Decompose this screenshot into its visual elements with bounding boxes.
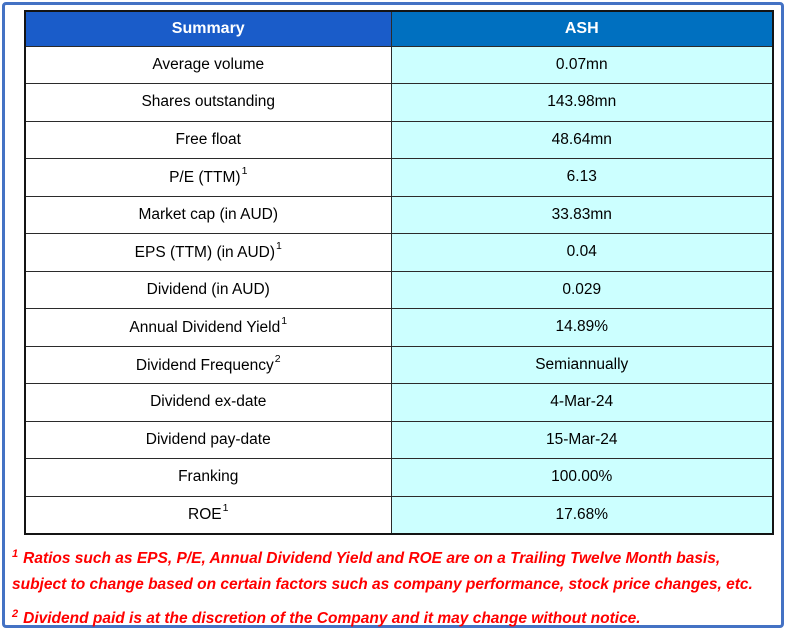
footnote-1-text: Ratios such as EPS, P/E, Annual Dividend… <box>12 550 753 593</box>
ticker-column-header: ASH <box>390 10 774 47</box>
metric-label-cell: P/E (TTM)1 <box>24 158 392 197</box>
footnote-1-marker: 1 <box>12 548 19 560</box>
metric-label-cell: Market cap (in AUD) <box>24 195 392 234</box>
metric-label-cell: Annual Dividend Yield1 <box>24 308 392 347</box>
metric-value-cell: 15-Mar-24 <box>390 420 774 459</box>
table-row: Dividend (in AUD) 0.029 <box>24 270 774 309</box>
metric-label-cell: Shares outstanding <box>24 83 392 122</box>
footnote-2-marker: 2 <box>12 608 19 621</box>
table-row: Franking 100.00% <box>24 458 774 497</box>
footnote-1: 1 Ratios such as EPS, P/E, Annual Dividen… <box>12 545 778 597</box>
metric-label-cell: Free float <box>24 120 392 159</box>
table-row: EPS (TTM) (in AUD)1 0.04 <box>24 233 774 272</box>
table-row: Dividend pay-date 15-Mar-24 <box>24 420 774 459</box>
metric-value-cell: 0.04 <box>390 233 774 272</box>
summary-table: Summary ASH Average volume 0.07mn Shares… <box>24 10 774 535</box>
metric-value-cell: 14.89% <box>390 308 774 347</box>
footnotes-section: 1 Ratios such as EPS, P/E, Annual Dividen… <box>10 539 778 631</box>
metric-value-cell: 0.029 <box>390 270 774 309</box>
metric-label-cell: Dividend ex-date <box>24 383 392 422</box>
metric-value-cell: Semiannually <box>390 345 774 384</box>
footnote-2-text: Dividend paid is at the discretion of th… <box>23 610 641 628</box>
metric-label-cell: Dividend Frequency2 <box>24 345 392 384</box>
metric-value-cell: 143.98mn <box>390 83 774 122</box>
footnote-2: 2 Dividend paid is at the discretion of t… <box>12 605 778 631</box>
table-row: Annual Dividend Yield1 14.89% <box>24 308 774 347</box>
table-row: ROE1 17.68% <box>24 495 774 534</box>
table-row: Market cap (in AUD) 33.83mn <box>24 195 774 234</box>
table-row: Dividend ex-date 4-Mar-24 <box>24 383 774 422</box>
metric-value-cell: 17.68% <box>390 495 774 534</box>
metric-label-cell: EPS (TTM) (in AUD)1 <box>24 233 392 272</box>
metric-value-cell: 0.07mn <box>390 45 774 84</box>
metric-value-cell: 4-Mar-24 <box>390 383 774 422</box>
table-header-row: Summary ASH <box>24 10 774 47</box>
table-row: Dividend Frequency2 Semiannually <box>24 345 774 384</box>
metric-label-cell: Dividend pay-date <box>24 420 392 459</box>
metric-label-cell: Franking <box>24 458 392 497</box>
metric-label-cell: Dividend (in AUD) <box>24 270 392 309</box>
table-body: Average volume 0.07mn Shares outstanding… <box>24 45 774 534</box>
metric-value-cell: 6.13 <box>390 158 774 197</box>
metric-label-cell: Average volume <box>24 45 392 84</box>
table-row: Average volume 0.07mn <box>24 45 774 84</box>
table-row: Shares outstanding 143.98mn <box>24 83 774 122</box>
metric-value-cell: 33.83mn <box>390 195 774 234</box>
metric-label-cell: ROE1 <box>24 495 392 534</box>
metric-value-cell: 100.00% <box>390 458 774 497</box>
metric-value-cell: 48.64mn <box>390 120 774 159</box>
summary-column-header: Summary <box>24 10 392 47</box>
table-row: Free float 48.64mn <box>24 120 774 159</box>
table-row: P/E (TTM)1 6.13 <box>24 158 774 197</box>
